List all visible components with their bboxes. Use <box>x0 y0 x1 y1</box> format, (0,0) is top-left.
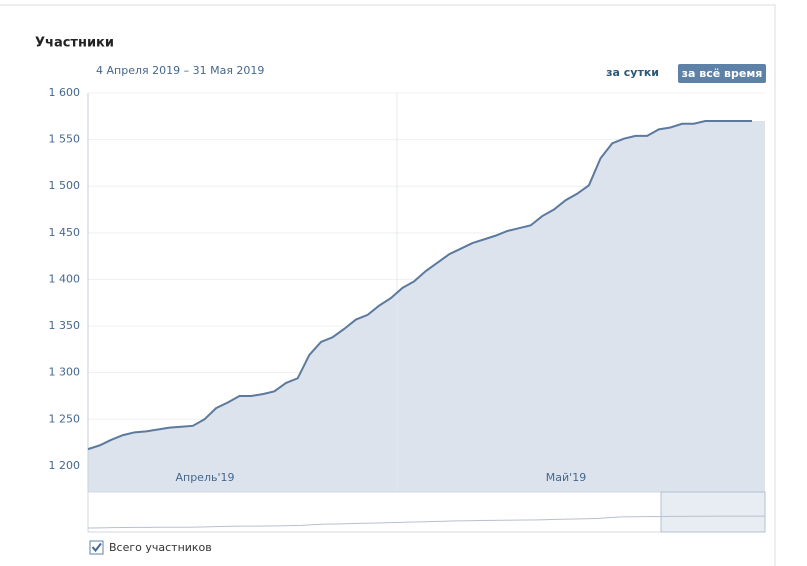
y-tick-label: 1 450 <box>49 226 81 239</box>
y-tick-label: 1 350 <box>49 319 81 332</box>
x-month-label: Май'19 <box>546 471 586 484</box>
y-tick-label: 1 400 <box>49 272 81 285</box>
y-tick-label: 1 200 <box>49 459 81 472</box>
chart-title: Участники <box>35 36 114 51</box>
navigator-window[interactable] <box>660 491 766 533</box>
button-day[interactable]: за сутки <box>606 66 659 79</box>
y-tick-label: 1 250 <box>49 412 81 425</box>
button-bg[interactable] <box>678 64 766 83</box>
button-all[interactable]: за всё время <box>682 67 763 80</box>
x-month-label: Апрель'19 <box>175 471 234 484</box>
legend-label[interactable]: Всего участников <box>109 541 212 554</box>
y-tick-label: 1 300 <box>49 366 81 379</box>
area <box>88 120 765 493</box>
navigator-line <box>87 515 765 529</box>
checkmark <box>91 542 102 553</box>
y-tick-label: 1 500 <box>49 179 81 192</box>
subtitle: 4 Апреля 2019 – 31 Мая 2019 <box>96 64 264 77</box>
y-tick-label: 1 550 <box>49 133 81 146</box>
line <box>87 119 752 451</box>
y-tick-label: 1 600 <box>49 86 81 99</box>
